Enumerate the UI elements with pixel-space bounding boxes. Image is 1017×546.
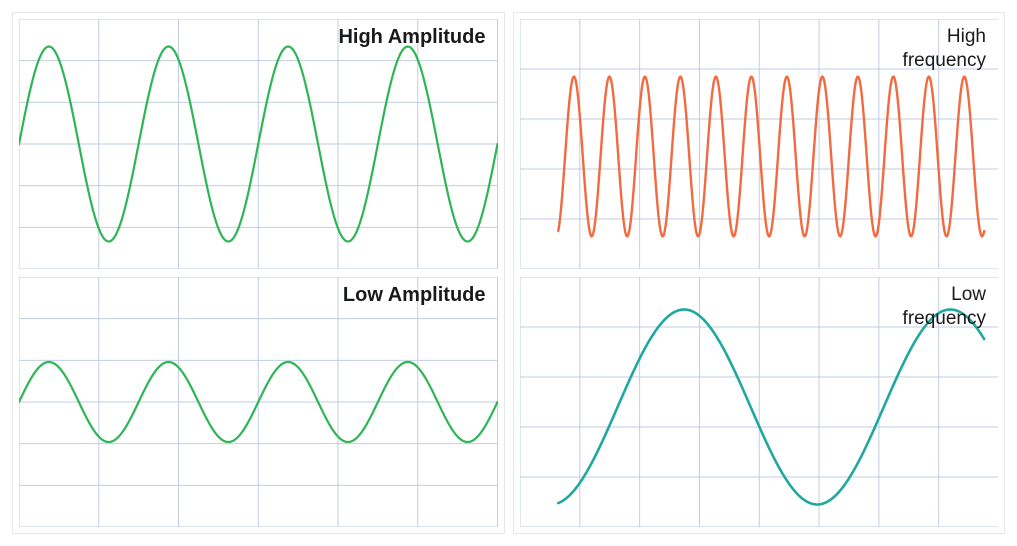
- panel-low-amplitude: Low Amplitude: [19, 277, 498, 527]
- panel-low-frequency: Low frequency: [520, 277, 999, 527]
- wave-low-amplitude: [19, 277, 498, 527]
- wave-high-frequency: [520, 19, 999, 269]
- panel-high-amplitude: High Amplitude: [19, 19, 498, 269]
- left-column: High Amplitude Low Amplitude: [12, 12, 505, 534]
- right-column: High frequency Low frequency: [513, 12, 1006, 534]
- panel-high-frequency: High frequency: [520, 19, 999, 269]
- wave-low-frequency: [520, 277, 999, 527]
- wave-high-amplitude: [19, 19, 498, 269]
